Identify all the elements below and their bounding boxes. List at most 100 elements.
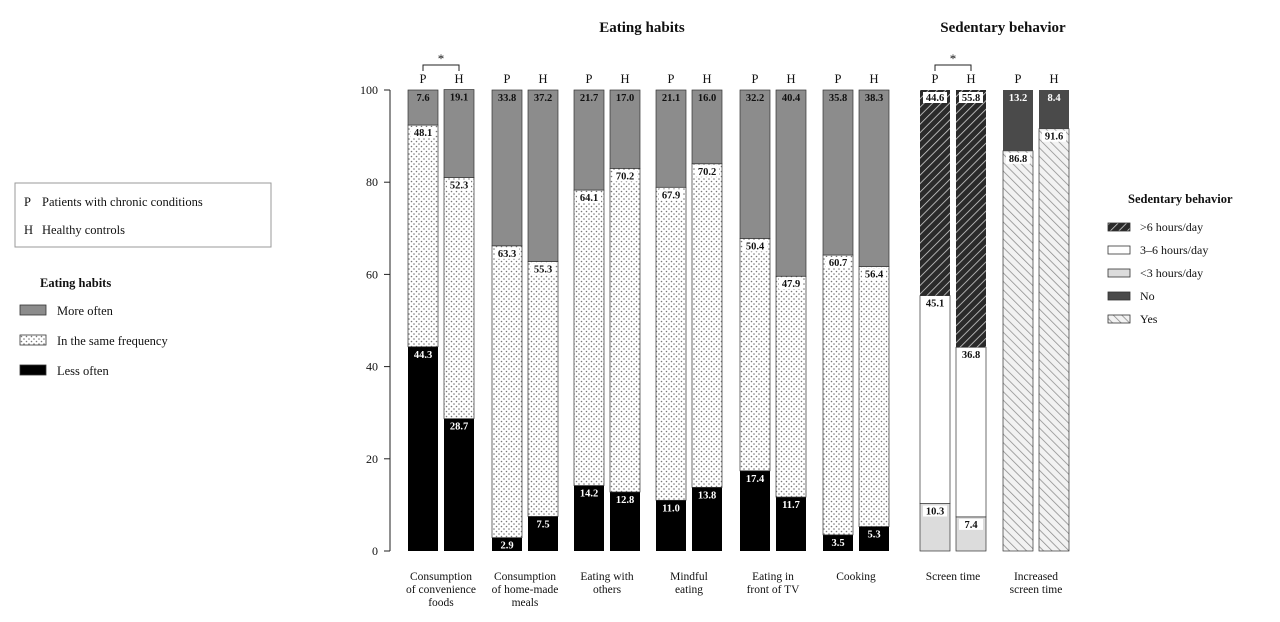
bar-value-label: 7.5: [536, 519, 549, 530]
bar-segment: [858, 89, 890, 267]
y-tick-label: 100: [360, 83, 378, 97]
bar-segment: [776, 497, 806, 551]
bar-value-label: 50.4: [746, 241, 765, 252]
sedentary-behavior-title: Sedentary behavior: [940, 20, 1066, 36]
bar-value-label: 44.6: [926, 93, 944, 104]
bar-value-label: 48.1: [414, 128, 432, 139]
bar-segment: [739, 89, 771, 239]
x-category-label: foods: [428, 597, 454, 609]
significance-bracket: [934, 64, 972, 71]
x-category-label: Consumption: [410, 571, 472, 583]
eating-legend-title: Eating habits: [40, 276, 111, 290]
chart-titles: Eating habits Sedentary behavior: [599, 20, 1066, 36]
bar-value-label: 55.3: [534, 264, 552, 275]
bar-value-label: 63.3: [498, 249, 516, 260]
sedentary-legend-swatch-over-6h: [1107, 222, 1131, 232]
bar-value-label: 32.2: [746, 93, 764, 104]
bar-value-label: 35.8: [829, 93, 847, 104]
bar-value-label: 7.6: [416, 93, 429, 104]
y-tick-label: 20: [366, 452, 378, 466]
bar-value-label-bg: [923, 297, 947, 309]
bar-segment: [655, 186, 687, 501]
x-category-label: of home-made: [492, 584, 559, 596]
sedentary-legend-label-yes: Yes: [1140, 312, 1158, 326]
sedentary-legend-swatch-under-3h: [1107, 268, 1131, 278]
bar-value-label: 28.7: [450, 422, 468, 433]
bar-segment: [692, 487, 722, 551]
bar-segment: [492, 537, 522, 551]
bar-segment: [691, 163, 723, 488]
eating-legend: Eating habits More often In the same fre…: [19, 276, 168, 378]
bar-segment: [858, 266, 890, 527]
bar-value-label-bg: [1042, 130, 1066, 142]
group-legend-label-p: Patients with chronic conditions: [42, 195, 203, 209]
x-category-label: others: [593, 584, 622, 596]
bar-segment: [444, 418, 474, 551]
bar-segment: [609, 89, 641, 169]
sedentary-legend-swatch-no: [1107, 291, 1131, 301]
y-tick-label: 60: [366, 267, 378, 281]
significance-star: *: [438, 51, 445, 66]
bar-value-label: 2.9: [500, 541, 513, 552]
sedentary-legend-label-3-6h: 3–6 hours/day: [1140, 243, 1208, 257]
bar-segment: [822, 89, 854, 256]
bar-group-letter: P: [932, 72, 939, 86]
bar-value-label: 13.8: [698, 490, 716, 501]
eating-legend-label-same-frequency: In the same frequency: [57, 334, 168, 348]
bar-value-label: 16.0: [698, 93, 716, 104]
y-axis: 0 20 40 60 80 100: [360, 83, 391, 558]
bar-value-label: 36.8: [962, 350, 980, 361]
bar-value-label-bg: [531, 263, 555, 275]
x-category-label: Increased: [1014, 571, 1058, 583]
bar-value-label: 52.3: [450, 181, 468, 192]
x-category-label: Eating with: [580, 571, 634, 583]
bar-value-label-bg: [743, 240, 767, 252]
bar-segment: [443, 177, 475, 420]
bar-group-letter: P: [586, 72, 593, 86]
bar-group-letter: H: [786, 72, 795, 86]
category-group: 17.4 50.4 32.2 P 11.7 47.9 40.4 H: [739, 72, 807, 551]
bar-group-letter: P: [752, 72, 759, 86]
bar-value-label-bg: [659, 189, 683, 201]
bar-value-label-bg: [959, 518, 983, 530]
x-category-label: Cooking: [836, 571, 876, 583]
bar-segment: [407, 89, 439, 126]
bar-segment: [655, 89, 687, 188]
bar-group-letter: P: [420, 72, 427, 86]
x-category-label: meals: [512, 597, 539, 609]
group-legend-key-p: P: [24, 195, 31, 209]
category-group: 11.0 67.9 21.1 P 13.8 70.2 16.0 H: [655, 72, 723, 551]
x-category-label: eating: [675, 584, 703, 596]
bar-value-label: 47.9: [782, 279, 800, 290]
bar-segment: [1038, 128, 1070, 552]
bar-segment: [822, 254, 854, 536]
bar-value-label: 60.7: [829, 258, 847, 269]
bar-value-label: 91.6: [1045, 132, 1063, 143]
bar-segment: [574, 485, 604, 551]
bar-value-label-bg: [613, 170, 637, 182]
bar-segment: [610, 491, 640, 551]
bar-value-label-bg: [959, 349, 983, 361]
bar-group-letter: P: [668, 72, 675, 86]
bar-segment: [740, 470, 770, 551]
bar-segment: [920, 90, 950, 296]
bar-value-label: 67.9: [662, 190, 680, 201]
group-legend: P Patients with chronic conditions H Hea…: [14, 182, 272, 248]
bar-value-label: 8.4: [1047, 93, 1061, 104]
bar-value-label: 19.1: [450, 93, 468, 104]
x-category-label: screen time: [1010, 584, 1063, 596]
bar-value-label: 11.0: [662, 503, 680, 514]
group-legend-label-h: Healthy controls: [42, 223, 125, 237]
bar-value-label: 86.8: [1009, 154, 1027, 165]
bar-group-letter: H: [620, 72, 629, 86]
bar-value-label: 37.2: [534, 93, 552, 104]
bar-segment: [573, 189, 605, 486]
bar-segment: [573, 89, 605, 191]
bar-segment: [609, 168, 641, 493]
bar-value-label: 64.1: [580, 193, 598, 204]
bar-value-label: 11.7: [782, 500, 800, 511]
bar-group-letter: H: [966, 72, 975, 86]
bar-segment: [491, 245, 523, 538]
bar-value-label-bg: [577, 192, 601, 204]
